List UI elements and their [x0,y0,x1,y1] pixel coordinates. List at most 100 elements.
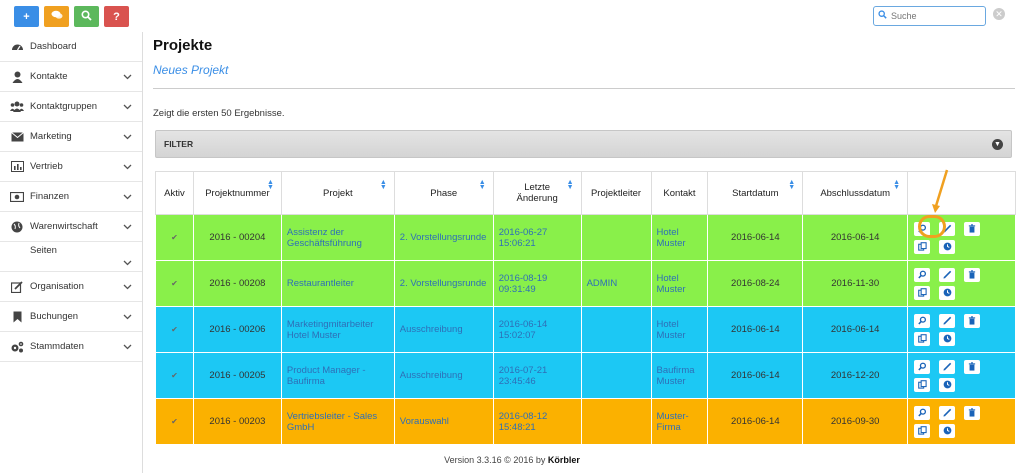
search-field-icon [878,10,887,22]
view-button[interactable] [914,221,931,236]
user-icon [10,71,24,83]
clock-icon [943,242,952,251]
magnifier-icon [917,270,927,279]
sidebar-item-kontaktgruppen[interactable]: Kontaktgruppen [0,92,142,122]
cell-startdatum: 2016-06-14 [707,398,804,445]
clear-search-icon[interactable]: ✕ [993,8,1005,20]
cell-kontakt-link[interactable]: Muster-Firma [650,398,709,445]
help-button[interactable]: ? [104,6,129,27]
cell-projekt-link[interactable]: Marketingmitarbeiter Hotel Muster [280,306,395,353]
column-header-aktiv[interactable]: Aktiv [155,171,194,215]
column-header-phase[interactable]: Phase ▲ ▼ [393,171,494,215]
cell-projektleiter [580,214,652,261]
column-header-startdatum[interactable]: Startdatum ▲ ▼ [707,171,804,215]
new-project-link[interactable]: Neues Projekt [153,63,229,77]
edit-button[interactable] [939,405,956,420]
cell-kontakt-link[interactable]: Hotel Muster [650,214,709,261]
cell-projektnummer: 2016 - 00208 [192,260,282,307]
sort-icon[interactable]: ▲ ▼ [266,179,274,191]
column-header-label: Startdatum [732,187,779,199]
sidebar-item-seiten[interactable]: Seiten [0,242,142,272]
cell-phase: Ausschreibung [393,352,494,399]
sidebar-item-label: Kontakte [30,71,68,82]
cell-projekt-link[interactable]: Product Manager - Baufirma [280,352,395,399]
history-button[interactable] [939,331,956,346]
history-button[interactable] [939,239,956,254]
plus-icon: + [23,10,30,23]
cell-projekt-link[interactable]: Assistenz der Geschäftsführung [280,214,395,261]
column-header-kontakt[interactable]: Kontakt [650,171,709,215]
edit-button[interactable] [939,359,956,374]
sidebar-item-stammdaten[interactable]: Stammdaten [0,332,142,362]
delete-button[interactable] [964,313,981,328]
sidebar-item-warenwirtschaft[interactable]: Warenwirtschaft [0,212,142,242]
chevron-down-icon [123,192,132,203]
cell-projektnummer: 2016 - 00206 [192,306,282,353]
edit-button[interactable] [939,221,956,236]
history-button[interactable] [939,377,956,392]
chat-button[interactable] [44,6,69,27]
column-header-projekt[interactable]: Projekt ▲ ▼ [280,171,395,215]
sort-icon[interactable]: ▲ ▼ [566,179,574,191]
sort-icon[interactable]: ▲ ▼ [788,179,796,191]
pencil-icon [943,270,952,279]
add-button[interactable]: + [14,6,39,27]
cell-phase: Ausschreibung [393,306,494,353]
view-button[interactable] [914,405,931,420]
delete-button[interactable] [964,359,981,374]
column-header-letzte-aenderung[interactable]: Letzte Änderung ▲ ▼ [492,171,582,215]
column-header-projektleiter[interactable]: Projektleiter [580,171,652,215]
sort-icon[interactable]: ▲ ▼ [478,179,486,191]
sidebar-item-dashboard[interactable]: Dashboard [0,32,142,62]
sort-icon[interactable]: ▲ ▼ [893,179,901,191]
filter-panel-header[interactable]: FILTER ▼ [155,130,1012,158]
aktiv-checkbox[interactable]: ✔ [155,398,194,445]
sidebar-item-marketing[interactable]: Marketing [0,122,142,152]
copy-button[interactable] [914,377,931,392]
view-button[interactable] [914,267,931,282]
sidebar-item-vertrieb[interactable]: Vertrieb [0,152,142,182]
copy-button[interactable] [914,331,931,346]
search-quick-button[interactable] [74,6,99,27]
edit-button[interactable] [939,313,956,328]
cell-kontakt-link[interactable]: Baufirma Muster [650,352,709,399]
sort-icon[interactable]: ▲ ▼ [379,179,387,191]
copy-button[interactable] [914,423,931,438]
aktiv-checkbox[interactable]: ✔ [155,260,194,307]
cell-startdatum: 2016-08-24 [707,260,804,307]
search-box[interactable] [873,6,986,26]
cell-kontakt-link[interactable]: Hotel Muster [650,306,709,353]
cell-projekt-link[interactable]: Restaurantleiter [280,260,395,307]
history-button[interactable] [939,285,956,300]
cell-kontakt-link[interactable]: Hotel Muster [650,260,709,307]
aktiv-checkbox[interactable]: ✔ [155,214,194,261]
column-header-abschlussdatum[interactable]: Abschlussdatum ▲ ▼ [802,171,909,215]
sidebar-item-finanzen[interactable]: Finanzen [0,182,142,212]
delete-button[interactable] [964,267,981,282]
expand-down-icon[interactable]: ▼ [992,139,1003,150]
copy-button[interactable] [914,285,931,300]
history-button[interactable] [939,423,956,438]
copy-button[interactable] [914,239,931,254]
pencil-icon [943,362,952,371]
footer-brand[interactable]: Körbler [547,455,580,465]
cell-actions [907,260,1016,307]
sidebar-item-kontakte[interactable]: Kontakte [0,62,142,92]
aktiv-checkbox[interactable]: ✔ [155,352,194,399]
cell-projekt-link[interactable]: Vertriebsleiter - Sales GmbH [280,398,395,445]
sidebar-item-organisation[interactable]: Organisation [0,272,142,302]
search-input[interactable] [891,11,981,21]
dashboard-icon [10,41,24,53]
column-header-projektnummer[interactable]: Projektnummer ▲ ▼ [192,171,282,215]
chat-icon [51,10,63,23]
column-header-label: Projektnummer [205,187,270,199]
column-header-label: Kontakt [663,187,696,199]
delete-button[interactable] [964,221,981,236]
delete-button[interactable] [964,405,981,420]
view-button[interactable] [914,359,931,374]
view-button[interactable] [914,313,931,328]
aktiv-checkbox[interactable]: ✔ [155,306,194,353]
edit-button[interactable] [939,267,956,282]
cell-abschlussdatum: 2016-09-30 [802,398,909,445]
sidebar-item-buchungen[interactable]: Buchungen [0,302,142,332]
